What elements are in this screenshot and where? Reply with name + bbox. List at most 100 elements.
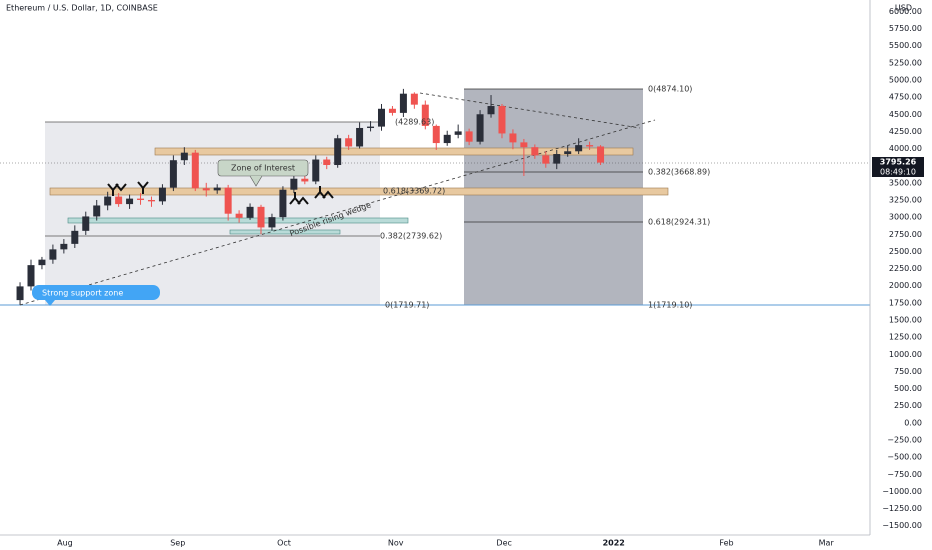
candle-body xyxy=(137,198,145,200)
candle-body xyxy=(126,198,134,205)
support-label: Strong support zone xyxy=(42,289,123,298)
fib-label: 0.382(3668.89) xyxy=(648,168,710,177)
y-tick-label: 1500.00 xyxy=(889,315,922,324)
candle-body xyxy=(82,216,90,231)
x-tick-label: Dec xyxy=(496,539,511,548)
y-tick-label: 250.00 xyxy=(894,401,922,410)
candle-body xyxy=(60,243,68,250)
candle-body xyxy=(213,187,221,191)
pill-pointer xyxy=(45,300,55,306)
fib-label: 0.618(2924.31) xyxy=(648,218,710,227)
x-tick-label: Mar xyxy=(819,539,835,548)
candle-body xyxy=(323,159,331,166)
candle-body xyxy=(377,108,385,127)
candles xyxy=(16,88,605,305)
candle-body xyxy=(334,138,342,166)
zone xyxy=(154,147,634,156)
y-tick-label: −1250.00 xyxy=(882,504,922,513)
y-tick-label: 3500.00 xyxy=(889,178,922,187)
candle-body xyxy=(399,93,407,113)
candle-body xyxy=(432,125,440,144)
y-tick-label: −1000.00 xyxy=(882,487,922,496)
price-label: 3795.26 xyxy=(880,158,917,167)
y-tick-label: −250.00 xyxy=(887,436,922,445)
candle-body xyxy=(575,145,583,152)
y-tick-label: 5250.00 xyxy=(889,58,922,67)
fib-label: 0.618(3369.72) xyxy=(383,187,445,196)
candle-body xyxy=(290,178,298,190)
candle-body xyxy=(93,205,101,217)
y-tick-label: 4250.00 xyxy=(889,127,922,136)
candle-body xyxy=(268,217,276,228)
y-tick-label: 3000.00 xyxy=(889,213,922,222)
y-tick-label: −500.00 xyxy=(887,453,922,462)
y-tick-label: 3250.00 xyxy=(889,195,922,204)
y-tick-label: 1750.00 xyxy=(889,298,922,307)
y-tick-label: 1250.00 xyxy=(889,333,922,342)
callout xyxy=(217,159,309,177)
candle-body xyxy=(235,213,243,218)
candle-body xyxy=(257,206,265,228)
x-tick-label: 2022 xyxy=(603,539,625,548)
candle-body xyxy=(388,108,396,113)
candle-body xyxy=(367,126,375,128)
fib-label: 0(4874.10) xyxy=(648,85,692,94)
callout-pointer xyxy=(249,175,263,187)
x-tick-label: Nov xyxy=(388,539,404,548)
candle-body xyxy=(49,249,57,260)
candle-body xyxy=(71,230,79,244)
candle-body xyxy=(531,147,539,156)
y-tick-label: 2000.00 xyxy=(889,281,922,290)
arrows xyxy=(107,181,334,205)
chart-title: Ethereum / U.S. Dollar, 1D, COINBASE xyxy=(6,4,158,13)
y-tick-label: 5750.00 xyxy=(889,24,922,33)
candle-body xyxy=(465,131,473,142)
countdown: 08:49:10 xyxy=(880,168,916,177)
zone xyxy=(49,187,669,196)
candle-body xyxy=(564,151,572,155)
support-pill xyxy=(32,285,160,300)
candle-body xyxy=(180,152,188,161)
candle-body xyxy=(542,155,550,164)
candle-body xyxy=(597,146,605,163)
y-tick-label: 4000.00 xyxy=(889,144,922,153)
y-tick-label: 2750.00 xyxy=(889,230,922,239)
y-tick-label: 500.00 xyxy=(894,384,922,393)
wedge-line xyxy=(419,92,641,129)
candle-body xyxy=(191,152,199,189)
candle-body xyxy=(520,142,528,148)
candle-body xyxy=(454,131,462,135)
candle-body xyxy=(421,104,429,126)
wedge-line xyxy=(19,119,656,306)
candle-body xyxy=(246,206,254,218)
candle-body xyxy=(476,114,484,142)
y-tick-label: 0.00 xyxy=(904,418,922,427)
axis-bg xyxy=(870,0,932,550)
candle-body xyxy=(553,154,561,164)
candle-body xyxy=(16,286,24,301)
y-tick-label: −1500.00 xyxy=(882,521,922,530)
x-tick-label: Oct xyxy=(277,539,291,548)
y-tick-label: −750.00 xyxy=(887,470,922,479)
currency: USD xyxy=(895,4,912,13)
fib-box-right xyxy=(464,89,643,305)
candle-body xyxy=(356,127,364,147)
candle-body xyxy=(487,106,495,115)
candle-body xyxy=(279,189,287,218)
candle-body xyxy=(410,93,418,105)
x-tick-label: Sep xyxy=(170,539,185,548)
x-tick-label: Feb xyxy=(719,539,733,548)
y-tick-label: 4750.00 xyxy=(889,93,922,102)
y-tick-label: 5500.00 xyxy=(889,41,922,50)
x-tick-label: Aug xyxy=(57,539,73,548)
fib-label: 0.382(2739.62) xyxy=(380,232,442,241)
fib-label: 0(1719.71) xyxy=(385,301,429,310)
y-tick-label: 2500.00 xyxy=(889,247,922,256)
candle-body xyxy=(443,134,451,144)
y-tick-label: 6000.00 xyxy=(889,7,922,16)
y-tick-label: 1000.00 xyxy=(889,350,922,359)
y-tick-label: 5000.00 xyxy=(889,75,922,84)
candle-body xyxy=(27,265,35,287)
candle-body xyxy=(224,187,232,214)
